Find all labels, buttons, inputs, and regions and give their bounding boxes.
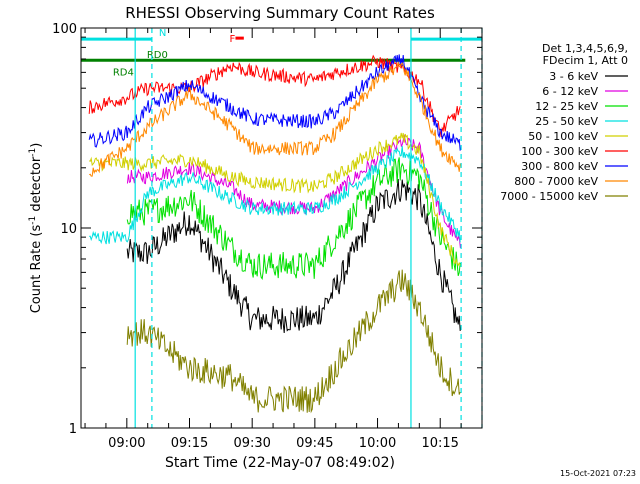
x-axis-label: Start Time (22-May-07 08:49:02) <box>165 455 395 471</box>
legend-entry-label: 50 - 100 keV <box>528 130 598 143</box>
legend-entry-label: 7000 - 15000 keV <box>500 190 598 203</box>
series-line-5 <box>88 132 461 267</box>
x-tick-label: 09:15 <box>171 436 208 451</box>
x-tick-label: 10:00 <box>359 436 396 451</box>
legend-entry-label: 800 - 7000 keV <box>514 175 598 188</box>
x-tick-label: 09:00 <box>108 436 145 451</box>
legend-entry-label: 25 - 50 keV <box>535 115 598 128</box>
x-tick-label: 09:30 <box>233 436 270 451</box>
y-tick-label: 10 <box>60 222 77 237</box>
series-line-1 <box>126 178 461 334</box>
x-tick-label: 10:15 <box>421 436 458 451</box>
legend-entry-label: 3 - 6 keV <box>549 70 598 83</box>
series-line-9 <box>126 269 461 414</box>
y-axis-label-sup-2: -1 <box>28 148 38 157</box>
legend-entry-label: 300 - 800 keV <box>521 160 598 173</box>
y-axis-label: Count Rate (s-1 detector-1) <box>28 143 44 314</box>
legend-header-line: FDecim 1, Att 0 <box>543 54 628 67</box>
y-tick-label: 100 <box>52 22 77 37</box>
annotation-label-rd4: RD4 <box>113 68 134 79</box>
legend-entry-label: 12 - 25 keV <box>535 100 598 113</box>
y-axis-label-main: Count Rate (s <box>29 225 44 314</box>
annotation-label-n: N <box>159 28 166 39</box>
series-line-8 <box>89 61 461 177</box>
chart-title: RHESSI Observing Summary Count Rates <box>125 4 435 22</box>
annotation-label-f: F <box>229 34 235 45</box>
x-tick-label: 09:45 <box>296 436 333 451</box>
series-line-6 <box>88 54 461 138</box>
y-tick-label: 1 <box>69 422 77 437</box>
y-axis-label-end: ) <box>29 143 44 148</box>
series-line-3 <box>126 157 461 280</box>
footer-timestamp: 15-Oct-2021 07:23 <box>560 469 636 478</box>
legend-entry-label: 100 - 300 keV <box>521 145 598 158</box>
legend-entry-label: 6 - 12 keV <box>542 85 598 98</box>
legend-header-line: Det 1,3,4,5,6,9, <box>542 42 628 55</box>
annotation-label-rd0: RD0 <box>147 50 168 61</box>
y-axis-label-sup-1: -1 <box>28 216 38 225</box>
y-axis-label-mid: detector <box>29 156 44 216</box>
series-line-4 <box>89 145 461 245</box>
